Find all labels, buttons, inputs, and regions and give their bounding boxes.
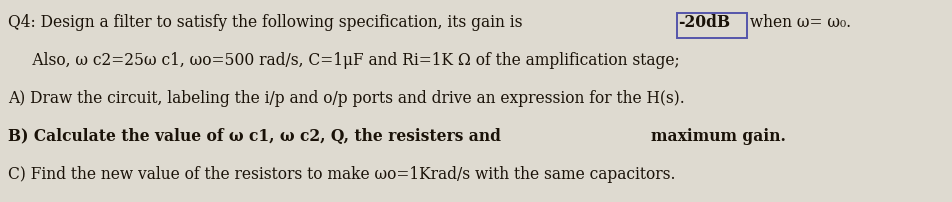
Text: -20dB: -20dB <box>678 14 729 31</box>
Bar <box>676 13 746 38</box>
Text: maximum gain.: maximum gain. <box>650 128 785 145</box>
Text: A) Draw the circuit, labeling the i/p and o/p ports and drive an expression for : A) Draw the circuit, labeling the i/p an… <box>8 90 684 107</box>
Text: C) Find the new value of the resistors to make ωo=1Krad/s with the same capacito: C) Find the new value of the resistors t… <box>8 166 675 183</box>
Text: when ω= ω₀.: when ω= ω₀. <box>744 14 851 31</box>
Text: Q4: Design a filter to satisfy the following specification, its gain is: Q4: Design a filter to satisfy the follo… <box>8 14 526 31</box>
Text: B) Calculate the value of ω c1, ω c2, Q, the resisters and: B) Calculate the value of ω c1, ω c2, Q,… <box>8 128 506 145</box>
Text: Also, ω c2=25ω c1, ωo=500 rad/s, C=1μF and Ri=1K Ω of the amplification stage;: Also, ω c2=25ω c1, ωo=500 rad/s, C=1μF a… <box>8 52 679 69</box>
